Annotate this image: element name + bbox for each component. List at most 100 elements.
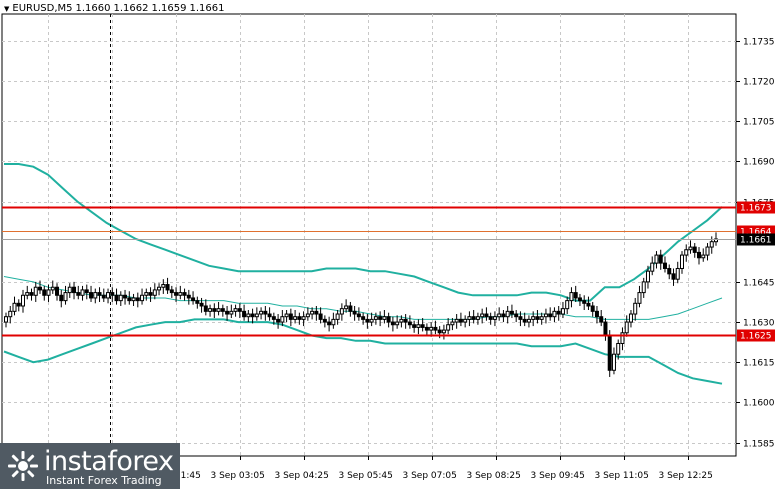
candle-body [46,289,51,296]
candle-body [701,254,706,259]
candle-body [705,246,710,256]
candle-body [50,286,55,291]
candle-body [522,318,527,323]
level-tag [737,329,775,342]
candle-body [420,324,425,328]
candle-body [246,313,251,318]
candle-body [671,273,676,280]
candle-body [152,289,157,296]
candle-body [216,308,221,312]
candle-body [191,297,196,302]
candle-body [662,262,667,269]
candle-body [339,308,344,315]
candle-body [195,300,200,304]
candle-body [475,316,480,320]
price-tick-label: 1.1705 [743,118,775,128]
candle-body [97,292,102,296]
candle-body [658,254,663,264]
candle-body [254,313,259,318]
candle-body [314,310,319,315]
candle-body [344,305,349,310]
candle-body [284,313,289,318]
candle-body [424,326,429,331]
time-tick-label: 3 Sep 07:05 [403,471,457,481]
candle-body [382,316,387,320]
candle-body [331,318,336,326]
candle-body [352,310,357,315]
price-tick-label: 1.1615 [743,359,775,369]
candle-body [412,324,417,328]
candle-body [250,313,255,318]
candle-body [310,310,315,315]
candle-body [280,316,285,323]
candle-body [199,302,204,307]
candle-body [157,286,162,291]
candle-body [148,292,153,296]
candle-body [373,316,378,320]
candle-body [390,321,395,326]
candle-body [8,310,13,318]
price-tick-label: 1.1720 [743,78,775,88]
candle-body [611,353,616,371]
candle-body [531,316,536,320]
candle-body [12,302,17,312]
candle-body [535,316,540,320]
bollinger-upper-line [4,163,723,302]
candle-body [297,316,302,320]
price-tick-label: 1.1600 [743,399,775,409]
ohlc-close: 1.1661 [189,3,225,14]
instaforex-logo-icon [8,451,38,481]
candle-body [709,241,714,248]
triangle-down-icon[interactable]: ▼ [4,4,10,13]
candle-body [667,267,672,275]
candle-body [577,297,582,302]
candle-body [620,332,625,344]
candle-body [335,313,340,320]
candle-body [29,292,34,296]
candle-body [327,321,332,326]
time-tick-label: 3 Sep 05:45 [339,471,393,481]
candle-body [178,292,183,296]
candle-body [33,286,38,296]
candle-body [233,308,238,312]
candle-body [692,246,697,253]
candle-body [518,316,523,320]
candle-body [93,292,98,299]
candle-body [301,316,306,320]
price-tick-label: 1.1690 [743,158,775,168]
logo-brand: instaforex [44,446,174,477]
candle-body [675,267,680,280]
candle-body [548,313,553,318]
candle-body [560,308,565,315]
candle-body [16,302,21,307]
candle-body [182,292,187,296]
price-tick-label: 1.1630 [743,319,775,329]
candle-body [543,313,548,318]
candle-body [106,292,111,299]
candle-body [454,318,459,323]
candle-body [131,297,136,302]
candle-body [633,302,638,315]
candle-body [63,292,68,302]
candle-body [59,294,64,302]
candle-body [403,318,408,323]
candle-body [123,294,128,299]
candle-body [229,310,234,315]
time-tick-label: 3 Sep 11:05 [595,471,649,481]
price-tick-label: 1.1585 [743,440,775,450]
logo-tagline: Instant Forex Trading [46,474,162,487]
candle-body [467,316,472,320]
candle-body [590,305,595,312]
candle-body [288,313,293,320]
ohlc-high: 1.1662 [113,3,149,14]
candle-body [441,329,446,334]
candle-body [429,326,434,331]
candle-body [165,284,170,291]
candle-body [42,289,47,296]
candle-body [322,318,327,323]
candle-body [67,286,72,294]
candle-body [118,294,123,302]
candle-body [399,318,404,323]
level-tag-label: 1.1673 [740,204,772,214]
